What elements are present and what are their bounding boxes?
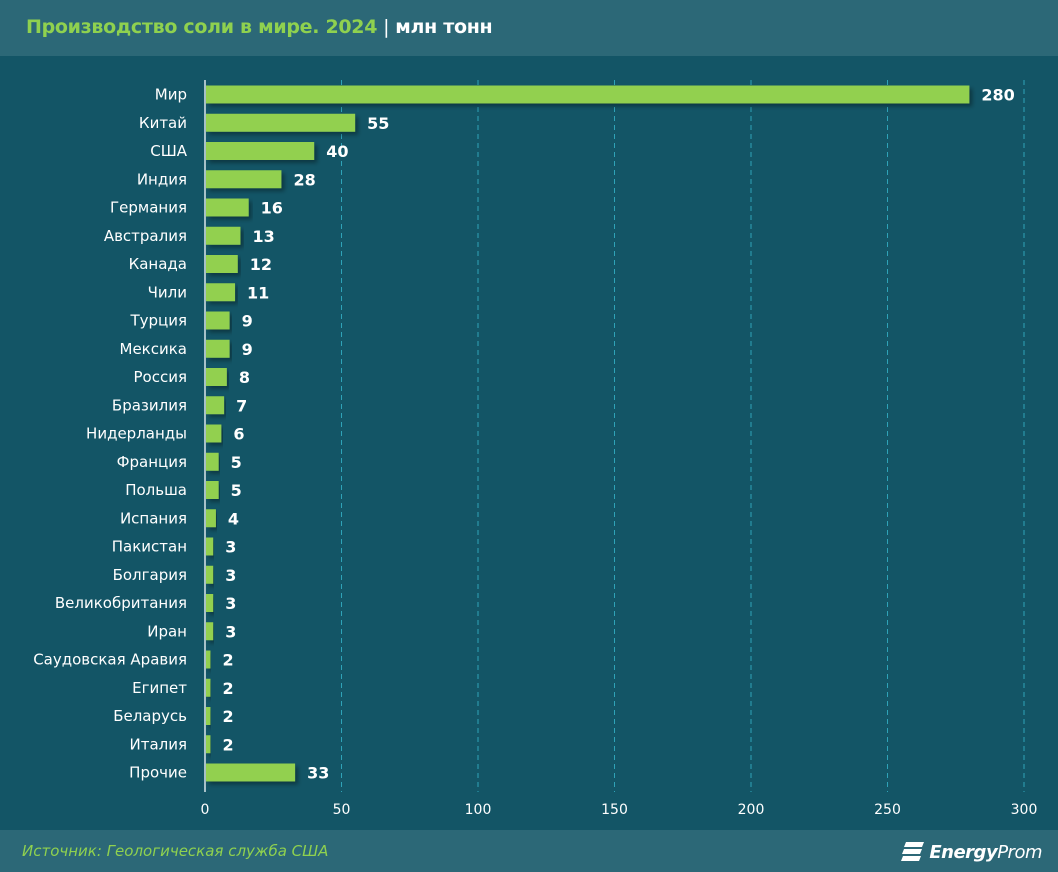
- category-label: Индия: [137, 170, 187, 188]
- bar: [206, 481, 219, 499]
- x-tick-label: 0: [201, 802, 210, 818]
- logo-text: EnergyProm: [929, 842, 1042, 863]
- title-separator: |: [383, 16, 390, 38]
- bar: [206, 396, 225, 415]
- bar: [206, 339, 230, 358]
- bar: [206, 763, 296, 782]
- category-label: Мексика: [120, 340, 187, 358]
- category-label: США: [150, 142, 188, 160]
- data-label: 2: [222, 651, 233, 670]
- data-label: 280: [981, 86, 1014, 105]
- bar: [206, 594, 214, 612]
- bar: [206, 311, 230, 330]
- category-label: Австралия: [104, 227, 187, 245]
- category-label: Франция: [117, 453, 187, 471]
- data-label: 6: [233, 425, 244, 444]
- category-label: Канада: [129, 255, 187, 273]
- data-label: 16: [261, 199, 283, 218]
- data-label: 3: [225, 566, 236, 585]
- data-label: 4: [228, 509, 239, 528]
- category-label: Китай: [139, 114, 187, 132]
- chart-header: Производство соли в мире. 2024 | млн тонн: [0, 0, 1058, 56]
- data-label: 40: [326, 142, 348, 161]
- data-label: 33: [307, 764, 329, 783]
- bar: [206, 509, 216, 528]
- category-label: Бразилия: [112, 396, 187, 414]
- category-label: Иран: [147, 622, 187, 640]
- category-label: Пакистан: [112, 538, 187, 556]
- x-tick-label: 100: [465, 802, 492, 818]
- category-label: Чили: [148, 283, 187, 301]
- bar: [206, 85, 970, 104]
- title-text: Производство соли в мире. 2024: [26, 16, 378, 38]
- data-label: 28: [293, 170, 315, 189]
- chart-title: Производство соли в мире. 2024 | млн тонн: [26, 16, 493, 38]
- bar: [206, 424, 222, 443]
- category-label: Саудовская Аравия: [33, 651, 187, 669]
- x-tick-label: 250: [874, 802, 901, 818]
- data-label: 2: [222, 679, 233, 698]
- category-label: Египет: [132, 679, 187, 697]
- energyprom-logo: EnergyProm: [901, 841, 1042, 863]
- bar: [206, 255, 238, 273]
- data-label: 8: [239, 368, 250, 387]
- bar: [206, 283, 236, 302]
- category-label: Испания: [120, 509, 187, 527]
- bar: [206, 170, 282, 189]
- data-label: 12: [250, 255, 272, 274]
- bar: [206, 198, 249, 217]
- bar: [206, 226, 241, 245]
- category-label: Италия: [129, 735, 187, 753]
- category-label: Германия: [110, 199, 187, 217]
- data-label: 55: [367, 114, 389, 133]
- energyprom-logo-icon: [901, 842, 925, 861]
- category-label: Нидерланды: [86, 425, 187, 443]
- logo-text-light: Prom: [997, 841, 1042, 863]
- bar: [206, 678, 211, 697]
- category-label: Россия: [134, 368, 188, 386]
- category-label: Польша: [125, 481, 187, 499]
- bar: [206, 452, 219, 471]
- data-label: 11: [247, 283, 269, 302]
- category-label: Беларусь: [113, 707, 187, 725]
- data-label: 5: [231, 453, 242, 472]
- data-label: 13: [252, 227, 274, 246]
- data-label: 9: [242, 312, 253, 331]
- bar: [206, 142, 315, 160]
- data-label: 3: [225, 622, 236, 641]
- data-label: 7: [236, 396, 247, 415]
- bar: [206, 113, 356, 132]
- category-label: Мир: [155, 86, 187, 104]
- x-tick-label: 150: [601, 802, 628, 818]
- category-label: Болгария: [113, 566, 187, 584]
- x-tick-label: 300: [1011, 802, 1038, 818]
- bar: [206, 565, 214, 584]
- unit-label: млн тонн: [395, 16, 493, 38]
- bar: [206, 368, 227, 386]
- data-label: 3: [225, 538, 236, 557]
- bar: [206, 735, 211, 754]
- data-label: 2: [222, 707, 233, 726]
- x-tick-label: 200: [738, 802, 765, 818]
- data-label: 9: [242, 340, 253, 359]
- data-label: 5: [231, 481, 242, 500]
- bar: [206, 707, 211, 725]
- data-label: 3: [225, 594, 236, 613]
- logo-text-bold: Energy: [929, 841, 998, 863]
- category-label: Турция: [129, 312, 187, 330]
- bar: [206, 650, 211, 669]
- bar: [206, 622, 214, 641]
- chart-footer: Источник: Геологическая служба США Energ…: [0, 830, 1058, 872]
- category-label: Великобритания: [55, 594, 187, 612]
- data-label: 2: [222, 735, 233, 754]
- category-label: Прочие: [129, 764, 187, 782]
- x-tick-label: 50: [333, 802, 351, 818]
- bar: [206, 537, 214, 556]
- source-note: Источник: Геологическая служба США: [22, 842, 329, 860]
